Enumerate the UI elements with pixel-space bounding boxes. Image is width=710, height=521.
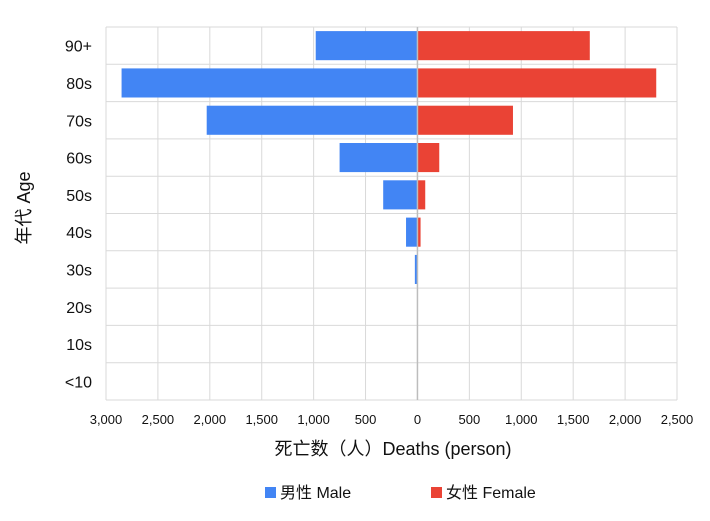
x-tick-label-1: 2,500 [142, 412, 175, 427]
x-tick-label-2: 2,000 [194, 412, 227, 427]
y-tick-label-3: 60s [66, 151, 92, 168]
y-tick-label-9: <10 [65, 374, 92, 391]
x-tick-label-6: 0 [414, 412, 421, 427]
legend-swatch-female [431, 487, 442, 498]
bar-male-5 [406, 217, 418, 247]
y-tick-label-8: 10s [66, 337, 92, 354]
legend: 男性 Male 女性 Female [265, 483, 536, 502]
y-tick-label-6: 30s [66, 262, 92, 279]
bar-female-1 [417, 68, 657, 98]
legend-item-male: 男性 Male [265, 484, 351, 502]
y-tick-label-1: 80s [66, 76, 92, 93]
x-tick-label-0: 3,000 [90, 412, 123, 427]
y-tick-label-5: 40s [66, 225, 92, 242]
legend-swatch-male [265, 487, 276, 498]
legend-label-male: 男性 Male [280, 484, 351, 502]
y-axis-labels: 90+ 80s 70s 60s 50s 40s 30s 20s 10s <10 [65, 39, 92, 392]
bar-male-1 [121, 68, 418, 98]
bar-female-2 [417, 105, 513, 135]
bar-female-0 [417, 31, 590, 61]
legend-label-female: 女性 Female [446, 483, 536, 502]
x-tick-label-11: 2,500 [661, 412, 694, 427]
bar-male-3 [339, 143, 418, 173]
legend-item-female: 女性 Female [431, 483, 536, 502]
x-tick-label-5: 500 [355, 412, 377, 427]
bar-male-2 [206, 105, 418, 135]
bar-female-4 [417, 180, 426, 210]
x-tick-label-10: 2,000 [609, 412, 642, 427]
bar-female-3 [417, 143, 440, 173]
x-axis-labels: 3,000 2,500 2,000 1,500 1,000 500 0 500 1,000 1,5… [90, 412, 694, 427]
bar-female-5 [417, 217, 421, 247]
x-tick-label-8: 1,000 [505, 412, 538, 427]
bars [121, 31, 657, 284]
y-tick-label-4: 50s [66, 188, 92, 205]
bar-male-4 [383, 180, 418, 210]
bar-male-0 [315, 31, 418, 61]
x-tick-label-3: 1,500 [245, 412, 278, 427]
y-tick-label-0: 90+ [65, 39, 92, 56]
y-axis-title: 年代 Age [14, 171, 34, 244]
x-tick-label-4: 1,000 [297, 412, 330, 427]
y-tick-label-2: 70s [66, 113, 92, 130]
x-tick-label-7: 500 [459, 412, 481, 427]
bar-male-6 [414, 254, 418, 284]
y-tick-label-7: 20s [66, 300, 92, 317]
x-tick-label-9: 1,500 [557, 412, 590, 427]
x-axis-title: 死亡数（人）Deaths (person) [274, 439, 511, 459]
